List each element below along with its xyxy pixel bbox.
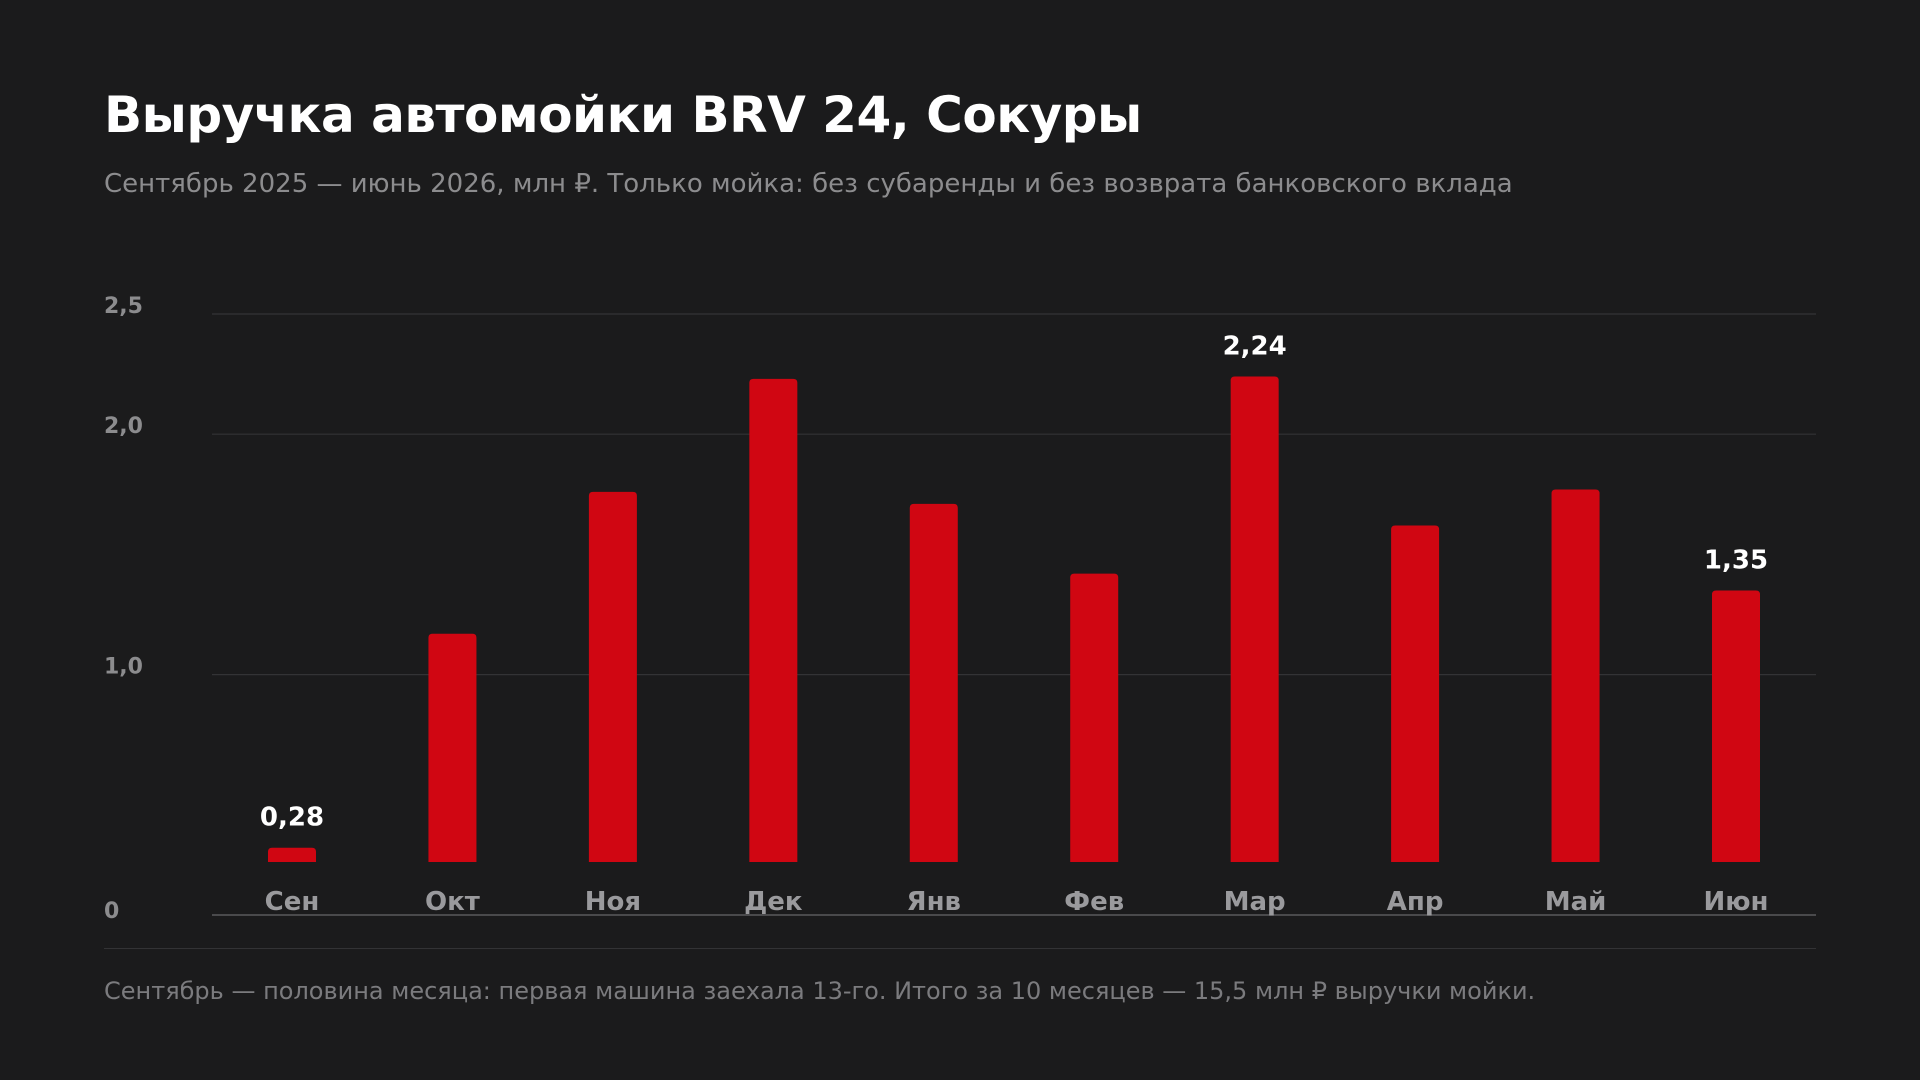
y-tick-label: 0 xyxy=(104,899,119,924)
y-tick-label: 2,5 xyxy=(104,294,143,319)
bar-3 xyxy=(588,491,637,862)
x-tick-label: Фев xyxy=(1064,887,1124,917)
bar-2 xyxy=(428,633,477,862)
bar-7 xyxy=(1230,376,1279,862)
footnote-divider xyxy=(104,948,1816,949)
bar-8 xyxy=(1391,525,1440,862)
bar-5 xyxy=(909,503,958,862)
x-tick-label: Ноя xyxy=(585,887,641,917)
x-tick-label: Сен xyxy=(265,887,320,917)
x-tick-label: Июн xyxy=(1704,887,1769,917)
bar-6 xyxy=(1070,573,1119,862)
x-tick-label: Май xyxy=(1545,887,1607,917)
x-tick-label: Янв xyxy=(907,887,961,917)
x-tick-label: Мар xyxy=(1224,887,1286,917)
x-tick-label: Дек xyxy=(744,887,803,917)
chart-title: Выручка автомойки BRV 24, Сокуры xyxy=(104,86,1142,144)
x-tick-label: Апр xyxy=(1387,887,1444,917)
bar-10 xyxy=(1712,590,1760,862)
chart-subtitle: Сентябрь 2025 — июнь 2026, млн ₽. Только… xyxy=(104,169,1513,199)
bar-4 xyxy=(749,378,798,862)
data-label: 0,28 xyxy=(260,803,324,833)
y-tick-label: 1,0 xyxy=(104,655,143,680)
x-tick-label: Окт xyxy=(425,887,480,917)
data-label: 1,35 xyxy=(1704,545,1768,575)
bar-1 xyxy=(268,847,316,862)
bar-9 xyxy=(1551,489,1600,862)
y-tick-label: 2,0 xyxy=(104,414,143,439)
chart-footnote: Сентябрь — половина месяца: первая машин… xyxy=(104,977,1536,1005)
data-label: 2,24 xyxy=(1223,332,1287,362)
